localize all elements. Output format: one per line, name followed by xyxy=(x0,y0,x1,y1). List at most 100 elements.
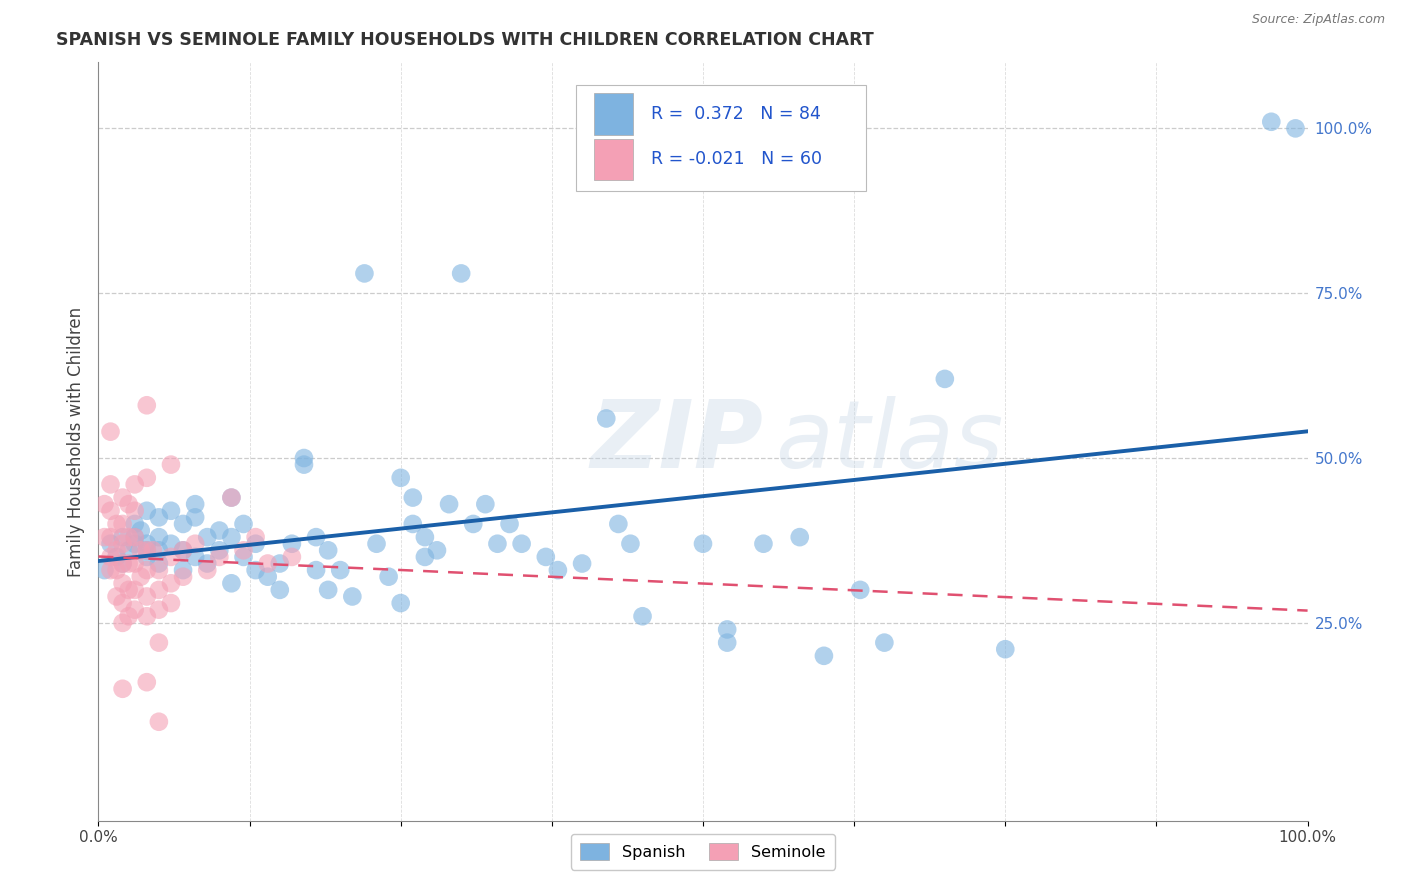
Point xyxy=(426,543,449,558)
Point xyxy=(716,635,738,649)
Point xyxy=(221,576,243,591)
Point xyxy=(292,458,315,472)
Point xyxy=(1284,121,1306,136)
Point xyxy=(105,563,128,577)
Point xyxy=(195,563,218,577)
Point xyxy=(256,557,278,571)
Point xyxy=(184,537,207,551)
Point xyxy=(208,524,231,538)
Point xyxy=(124,602,146,616)
Point xyxy=(118,497,141,511)
Point xyxy=(498,516,520,531)
Point xyxy=(595,411,617,425)
Point xyxy=(510,537,533,551)
Point xyxy=(135,504,157,518)
Point xyxy=(934,372,956,386)
Point xyxy=(129,524,152,538)
Point xyxy=(413,549,436,564)
Point xyxy=(172,563,194,577)
Point xyxy=(135,537,157,551)
Point xyxy=(389,596,412,610)
Point xyxy=(221,491,243,505)
Point xyxy=(172,570,194,584)
Point xyxy=(547,563,569,577)
Text: SPANISH VS SEMINOLE FAMILY HOUSEHOLDS WITH CHILDREN CORRELATION CHART: SPANISH VS SEMINOLE FAMILY HOUSEHOLDS WI… xyxy=(56,31,875,49)
Point xyxy=(118,582,141,597)
Point xyxy=(437,497,460,511)
Point xyxy=(148,557,170,571)
Point xyxy=(111,596,134,610)
Point xyxy=(305,530,328,544)
Point xyxy=(208,549,231,564)
Point xyxy=(100,537,122,551)
Point xyxy=(160,458,183,472)
Point xyxy=(111,557,134,571)
Point xyxy=(184,510,207,524)
Point xyxy=(129,543,152,558)
Point xyxy=(172,516,194,531)
Point xyxy=(160,596,183,610)
Point xyxy=(135,549,157,564)
Point xyxy=(245,537,267,551)
Point xyxy=(172,543,194,558)
Point xyxy=(118,530,141,544)
Point xyxy=(105,543,128,558)
Point xyxy=(100,477,122,491)
Point xyxy=(111,491,134,505)
Point xyxy=(124,557,146,571)
Point xyxy=(142,543,165,558)
Point xyxy=(221,530,243,544)
Point xyxy=(135,563,157,577)
Point xyxy=(129,570,152,584)
Point xyxy=(118,543,141,558)
Point xyxy=(111,537,134,551)
Point xyxy=(135,609,157,624)
Point xyxy=(124,516,146,531)
Point xyxy=(184,549,207,564)
Text: ZIP: ZIP xyxy=(591,395,763,488)
Point xyxy=(342,590,364,604)
Point xyxy=(135,675,157,690)
Point xyxy=(353,267,375,281)
Point xyxy=(450,267,472,281)
Point xyxy=(849,582,872,597)
Point xyxy=(148,602,170,616)
Point xyxy=(752,537,775,551)
Point xyxy=(413,530,436,544)
Point xyxy=(111,615,134,630)
Point xyxy=(619,537,641,551)
Point xyxy=(111,557,134,571)
Point xyxy=(93,530,115,544)
Point xyxy=(534,549,557,564)
Point xyxy=(232,516,254,531)
Text: atlas: atlas xyxy=(776,396,1004,487)
Point xyxy=(184,497,207,511)
Point xyxy=(716,623,738,637)
Point xyxy=(148,582,170,597)
Point xyxy=(571,557,593,571)
Point xyxy=(100,549,122,564)
Point xyxy=(232,549,254,564)
Point xyxy=(402,516,425,531)
Point xyxy=(269,582,291,597)
Text: R = -0.021   N = 60: R = -0.021 N = 60 xyxy=(651,151,823,169)
Point xyxy=(486,537,509,551)
Point xyxy=(305,563,328,577)
Point xyxy=(245,530,267,544)
Point xyxy=(607,516,630,531)
Point xyxy=(292,450,315,465)
Point xyxy=(160,549,183,564)
Point xyxy=(124,582,146,597)
Point xyxy=(100,425,122,439)
Bar xyxy=(595,93,633,135)
Point xyxy=(105,590,128,604)
Point xyxy=(135,471,157,485)
Point xyxy=(316,543,339,558)
Point xyxy=(100,563,122,577)
Point xyxy=(148,714,170,729)
Point xyxy=(148,530,170,544)
Legend: Spanish, Seminole: Spanish, Seminole xyxy=(571,834,835,870)
Point xyxy=(631,609,654,624)
Point xyxy=(208,543,231,558)
Point xyxy=(366,537,388,551)
